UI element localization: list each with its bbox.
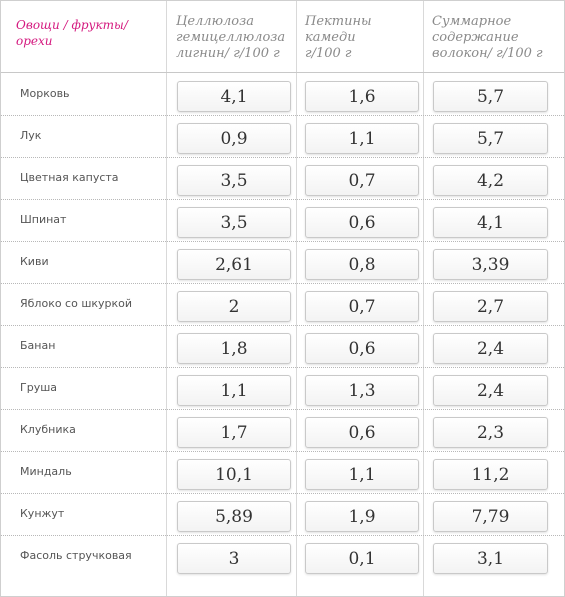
row-label: Груша bbox=[20, 381, 58, 394]
cellulose-value-cell: 1,1 bbox=[177, 375, 291, 406]
cellulose-value-cell: 1,7 bbox=[177, 417, 291, 448]
cellulose-value-cell: 3 bbox=[177, 543, 291, 574]
cellulose-value-cell: 2 bbox=[177, 291, 291, 322]
table-row: Морковь 4,1 1,6 5,7 bbox=[1, 73, 564, 116]
total-fiber-value-cell: 2,3 bbox=[433, 417, 548, 448]
total-fiber-value-cell: 3,39 bbox=[433, 249, 548, 280]
cellulose-value-cell: 10,1 bbox=[177, 459, 291, 490]
total-fiber-value-cell: 2,4 bbox=[433, 375, 548, 406]
total-fiber-value-cell: 3,1 bbox=[433, 543, 548, 574]
row-label: Лук bbox=[20, 129, 42, 142]
pectins-value-cell: 0,7 bbox=[305, 291, 419, 322]
row-label: Киви bbox=[20, 255, 49, 268]
total-fiber-value-cell: 4,2 bbox=[433, 165, 548, 196]
pectins-value-cell: 0,6 bbox=[305, 333, 419, 364]
row-label: Кунжут bbox=[20, 507, 65, 520]
table-row: Груша 1,1 1,3 2,4 bbox=[1, 367, 564, 410]
header-pectins: Пектины камеди г/100 г bbox=[305, 14, 372, 61]
total-fiber-value-cell: 7,79 bbox=[433, 501, 548, 532]
cellulose-value-cell: 1,8 bbox=[177, 333, 291, 364]
cellulose-value-cell: 3,5 bbox=[177, 165, 291, 196]
pectins-value-cell: 1,1 bbox=[305, 123, 419, 154]
header-total-fiber: Суммарное содержание волокон/ г/100 г bbox=[432, 14, 543, 61]
total-fiber-value-cell: 2,7 bbox=[433, 291, 548, 322]
pectins-value-cell: 0,7 bbox=[305, 165, 419, 196]
pectins-value-cell: 0,8 bbox=[305, 249, 419, 280]
header-product: Овощи / фрукты/ орехи bbox=[16, 18, 128, 48]
row-label: Цветная капуста bbox=[20, 171, 119, 184]
cellulose-value-cell: 0,9 bbox=[177, 123, 291, 154]
row-label: Фасоль стручковая bbox=[20, 549, 132, 562]
cellulose-value-cell: 2,61 bbox=[177, 249, 291, 280]
total-fiber-value-cell: 2,4 bbox=[433, 333, 548, 364]
table-row: Банан 1,8 0,6 2,4 bbox=[1, 325, 564, 368]
table-row: Фасоль стручковая 3 0,1 3,1 bbox=[1, 535, 564, 577]
pectins-value-cell: 0,6 bbox=[305, 207, 419, 238]
table-row: Клубника 1,7 0,6 2,3 bbox=[1, 409, 564, 452]
column-divider bbox=[166, 1, 167, 596]
table-row: Лук 0,9 1,1 5,7 bbox=[1, 115, 564, 158]
row-label: Клубника bbox=[20, 423, 76, 436]
cellulose-value-cell: 4,1 bbox=[177, 81, 291, 112]
cellulose-value-cell: 5,89 bbox=[177, 501, 291, 532]
row-label: Миндаль bbox=[20, 465, 72, 478]
table-row: Яблоко со шкуркой 2 0,7 2,7 bbox=[1, 283, 564, 326]
table-row: Миндаль 10,1 1,1 11,2 bbox=[1, 451, 564, 494]
pectins-value-cell: 1,6 bbox=[305, 81, 419, 112]
table-row: Кунжут 5,89 1,9 7,79 bbox=[1, 493, 564, 536]
row-label: Морковь bbox=[20, 87, 70, 100]
pectins-value-cell: 0,6 bbox=[305, 417, 419, 448]
total-fiber-value-cell: 5,7 bbox=[433, 123, 548, 154]
pectins-value-cell: 1,3 bbox=[305, 375, 419, 406]
row-label: Яблоко со шкуркой bbox=[20, 297, 133, 310]
column-divider bbox=[296, 1, 297, 596]
row-label: Шпинат bbox=[20, 213, 67, 226]
total-fiber-value-cell: 11,2 bbox=[433, 459, 548, 490]
pectins-value-cell: 1,1 bbox=[305, 459, 419, 490]
total-fiber-value-cell: 5,7 bbox=[433, 81, 548, 112]
pectins-value-cell: 1,9 bbox=[305, 501, 419, 532]
column-divider bbox=[423, 1, 424, 596]
table-row: Шпинат 3,5 0,6 4,1 bbox=[1, 199, 564, 242]
table-header: Овощи / фрукты/ орехи Целлюлоза гемицелл… bbox=[1, 1, 564, 73]
table-row: Киви 2,61 0,8 3,39 bbox=[1, 241, 564, 284]
table-row: Цветная капуста 3,5 0,7 4,2 bbox=[1, 157, 564, 200]
row-label: Банан bbox=[20, 339, 56, 352]
pectins-value-cell: 0,1 bbox=[305, 543, 419, 574]
cellulose-value-cell: 3,5 bbox=[177, 207, 291, 238]
header-cellulose: Целлюлоза гемицеллюлоза лигнин/ г/100 г bbox=[176, 14, 286, 61]
total-fiber-value-cell: 4,1 bbox=[433, 207, 548, 238]
